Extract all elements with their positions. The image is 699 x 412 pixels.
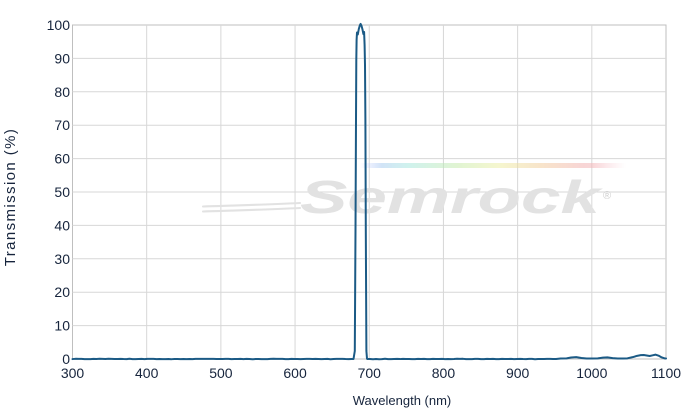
svg-text:Transmission (%): Transmission (%)	[2, 128, 19, 267]
svg-text:600: 600	[283, 365, 307, 381]
svg-text:30: 30	[54, 251, 70, 267]
svg-text:700: 700	[358, 365, 382, 381]
svg-text:60: 60	[54, 151, 70, 167]
svg-text:10: 10	[54, 318, 70, 334]
svg-text:100: 100	[47, 17, 71, 33]
svg-text:70: 70	[54, 117, 70, 133]
svg-text:1100: 1100	[651, 365, 681, 381]
svg-text:20: 20	[54, 284, 70, 300]
svg-text:50: 50	[54, 184, 70, 200]
svg-text:800: 800	[432, 365, 456, 381]
svg-text:90: 90	[54, 50, 70, 66]
svg-text:Wavelength (nm): Wavelength (nm)	[353, 393, 452, 408]
svg-text:Semrock: Semrock	[300, 171, 604, 223]
svg-text:400: 400	[135, 365, 159, 381]
svg-text:900: 900	[506, 365, 530, 381]
svg-text:80: 80	[54, 84, 70, 100]
svg-text:300: 300	[61, 365, 85, 381]
svg-text:®: ®	[603, 190, 611, 202]
svg-text:1000: 1000	[576, 365, 607, 381]
svg-text:500: 500	[209, 365, 233, 381]
svg-text:40: 40	[54, 217, 70, 233]
